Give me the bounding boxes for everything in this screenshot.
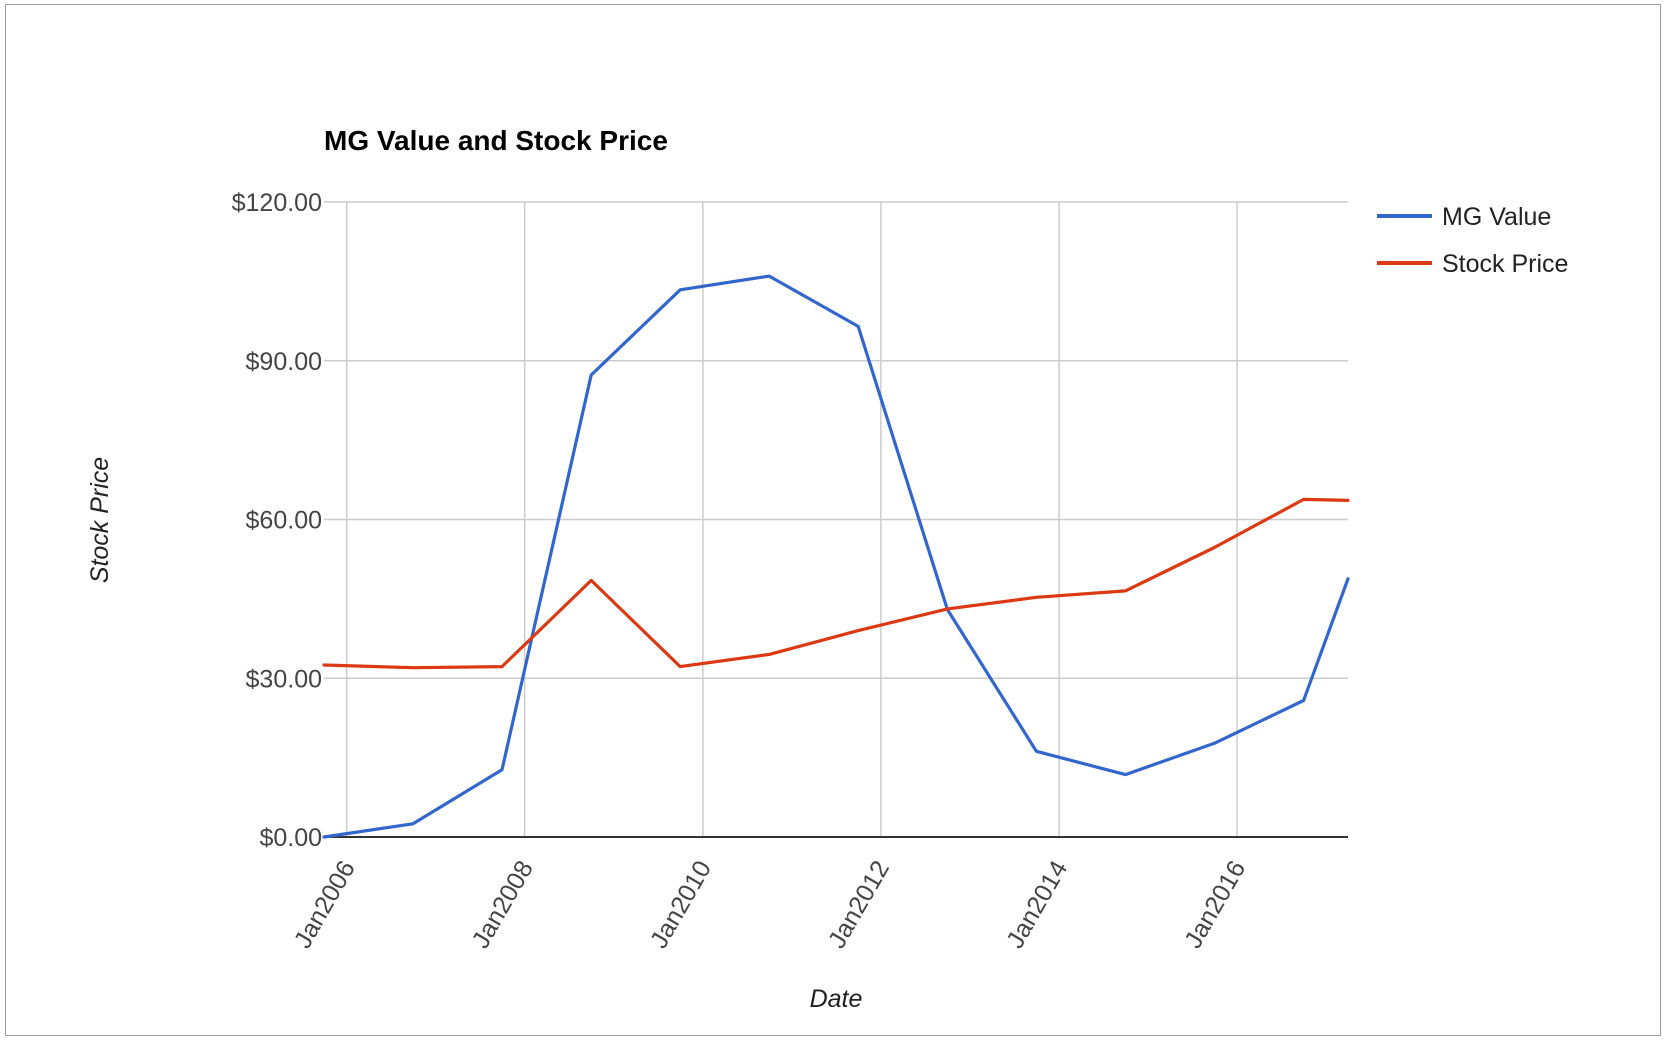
x-tick-label: Jan2008 [467,856,539,953]
gridlines [324,201,1348,838]
x-tick-label: Jan2012 [823,856,895,953]
x-tick-label: Jan2010 [645,856,717,953]
legend-label-mg-value: MG Value [1442,203,1551,231]
y-tick-labels: $0.00 $30.00 $60.00 $90.00 $120.00 [232,189,322,852]
series-line-stock-price [322,497,1350,670]
y-tick-label: $30.00 [246,665,322,693]
x-tick-label: Jan2006 [289,856,361,953]
series-layer [322,274,1350,839]
y-axis-title: Stock Price [86,457,114,583]
legend-label-stock-price: Stock Price [1442,250,1568,278]
y-tick-label: $90.00 [246,348,322,376]
y-tick-label: $0.00 [259,824,322,852]
x-tick-label: Jan2016 [1179,856,1251,953]
x-tick-labels: Jan2006 Jan2008 Jan2010 Jan2012 Jan2014 Jan20… [289,856,1252,953]
y-tick-label: $60.00 [246,507,322,535]
chart-title: MG Value and Stock Price [324,125,668,156]
x-tick-label: Jan2014 [1001,856,1073,953]
legend: MG Value Stock Price [1377,203,1568,278]
y-tick-label: $120.00 [232,189,322,217]
series-line-mg-value [322,274,1350,839]
x-axis-title: Date [810,985,863,1013]
